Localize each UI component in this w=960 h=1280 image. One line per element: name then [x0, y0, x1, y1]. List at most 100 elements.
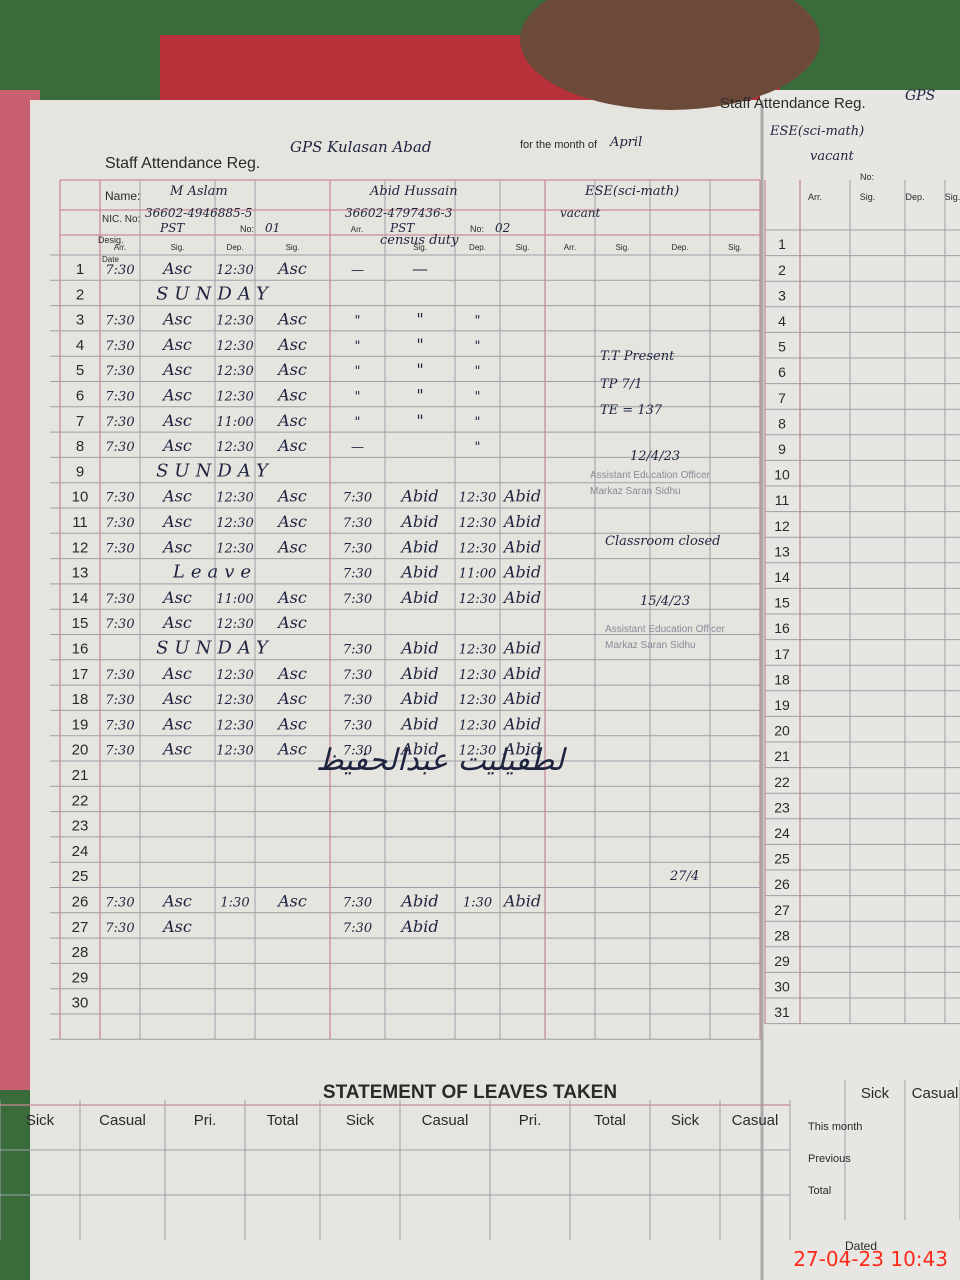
entry: Abid: [399, 917, 438, 936]
leave-column: Casual: [912, 1085, 959, 1102]
date-number: 20: [72, 742, 89, 759]
entry: Abid: [399, 537, 438, 556]
column-label: Sig.: [945, 192, 960, 202]
entry: ": [475, 339, 481, 354]
entry: Asc: [161, 259, 192, 278]
entry: Asc: [161, 714, 192, 733]
entry: 12:30: [459, 744, 496, 759]
entry: Abid: [399, 563, 438, 582]
entry: 7:30: [343, 668, 372, 683]
date-number: 4: [778, 313, 786, 329]
entry: Asc: [161, 689, 192, 708]
date-number: 1: [76, 261, 84, 278]
date-number: 21: [774, 748, 790, 764]
date-number: 12: [72, 539, 89, 556]
date-number: 26: [774, 876, 790, 892]
entry: 12:30: [216, 668, 253, 683]
entry: ": [475, 314, 481, 329]
entry: Asc: [276, 689, 307, 708]
day-note: Leave: [172, 562, 257, 583]
entry: 1:30: [220, 895, 249, 910]
column-label: Arr.: [351, 225, 363, 234]
date-number: 9: [778, 441, 786, 457]
entry: Asc: [276, 714, 307, 733]
entry: 12:30: [216, 440, 253, 455]
name-label: Name:: [105, 189, 140, 203]
stamp-text: Markaz Saran Sidhu: [605, 640, 696, 651]
date-number: 9: [76, 463, 84, 480]
entry: ": [355, 314, 361, 329]
leave-column: Casual: [732, 1112, 779, 1129]
entry: Abid: [502, 664, 541, 683]
date-number: 19: [774, 697, 790, 713]
date-number: 31: [774, 1004, 790, 1020]
staff-nic: 36602-4946885-5: [145, 206, 252, 220]
column-label: Dep.: [227, 243, 244, 252]
staff-name: M Aslam: [169, 184, 228, 199]
month-label: for the month of: [520, 139, 598, 151]
entry: 7:30: [343, 592, 372, 607]
entry: 7:30: [343, 516, 372, 531]
entry: Abid: [502, 537, 541, 556]
entry: 12:30: [216, 491, 253, 506]
staff-desig: PST: [389, 221, 415, 235]
date-number: 8: [76, 438, 84, 455]
entry: Asc: [161, 411, 192, 430]
entry: 7:30: [343, 567, 372, 582]
column-label: Sig.: [413, 243, 427, 252]
entry: Abid: [502, 891, 541, 910]
entry: 7:30: [105, 491, 134, 506]
entry: 12:30: [459, 592, 496, 607]
date-number: 6: [778, 364, 786, 380]
date-number: 10: [72, 489, 89, 506]
date-number: 18: [774, 671, 790, 687]
date-number: 6: [76, 387, 84, 404]
date-number: 21: [72, 767, 89, 784]
entry: Asc: [276, 385, 307, 404]
school-name: GPS: [905, 88, 935, 104]
leave-column: Casual: [422, 1112, 469, 1129]
entry: Abid: [502, 563, 541, 582]
column-label: Sig.: [860, 192, 876, 202]
leave-row: This month: [808, 1121, 862, 1133]
date-number: 17: [774, 646, 790, 662]
desig-label: Desig.: [98, 235, 124, 245]
entry: 7:30: [105, 718, 134, 733]
entry: 12:30: [459, 491, 496, 506]
leave-column: Sick: [26, 1112, 55, 1129]
date-number: 28: [774, 927, 790, 943]
leave-column: Casual: [99, 1112, 146, 1129]
entry: Abid: [399, 512, 438, 531]
staff-name: Abid Hussain: [369, 184, 458, 199]
date-number: 4: [76, 337, 84, 354]
leave-row: Previous: [808, 1153, 851, 1165]
entry: Asc: [276, 436, 307, 455]
date-number: 16: [72, 640, 89, 657]
entry: ": [416, 360, 423, 379]
date-number: 30: [774, 979, 790, 995]
hand: [520, 0, 820, 110]
column-label: Sig.: [286, 243, 300, 252]
entry: 7:30: [105, 440, 134, 455]
entry: Abid: [399, 487, 438, 506]
entry: Asc: [161, 385, 192, 404]
entry: 7:30: [343, 491, 372, 506]
date-number: 11: [72, 514, 88, 531]
entry: 7:30: [105, 415, 134, 430]
entry: Asc: [161, 360, 192, 379]
entry: 7:30: [105, 364, 134, 379]
stamp-text: Assistant Education Officer: [605, 624, 726, 635]
date-number: 14: [774, 569, 790, 585]
staff-nic: vacant: [560, 206, 601, 220]
entry: —: [351, 440, 364, 455]
date-number: 3: [76, 312, 84, 329]
nic-label: NIC. No:: [102, 214, 140, 225]
entry: 12:30: [216, 389, 253, 404]
column-label: Sig.: [616, 243, 630, 252]
entry: 7:30: [105, 921, 134, 936]
timestamp: 27-04-23 10:43: [793, 1247, 948, 1271]
entry: 11:00: [216, 592, 253, 607]
dated-label: Dated: [845, 1239, 877, 1253]
leave-column: Sick: [671, 1112, 700, 1129]
